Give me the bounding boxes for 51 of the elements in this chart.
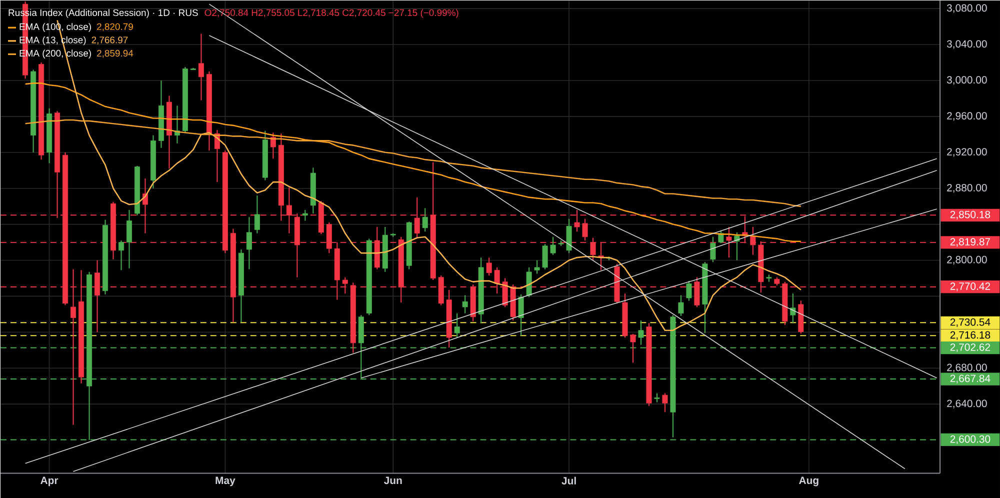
candlestick — [302, 209, 308, 222]
candlestick — [526, 266, 532, 298]
x-tick-label: Jun — [384, 476, 402, 484]
candlestick — [198, 33, 204, 101]
y-tick-label: 2,920.00 — [947, 148, 987, 157]
candlestick — [734, 232, 740, 261]
candlestick — [542, 243, 548, 270]
candlestick — [630, 333, 636, 364]
candlestick — [534, 260, 540, 274]
candlestick — [550, 236, 556, 256]
ref-line-label: 2,850.18 — [950, 210, 990, 220]
y-tick-label: 3,040.00 — [946, 40, 987, 49]
y-tick-label: 3,080.00 — [946, 4, 987, 13]
ref-line-label: 2,600.30 — [950, 435, 990, 444]
x-tick-label: Apr — [40, 476, 58, 486]
ref-line-label: 2,770.42 — [950, 282, 990, 292]
ref-line-label: 2,716.18 — [950, 331, 990, 340]
y-tick-label: 2,800.00 — [947, 256, 987, 264]
ref-line-label: 2,819.87 — [950, 238, 990, 247]
candlestick — [750, 226, 756, 256]
candlestick — [246, 216, 252, 270]
x-tick-label: Aug — [799, 476, 818, 486]
candlestick — [686, 280, 692, 302]
annotation: 2,859.94 — [97, 50, 134, 58]
candlestick — [678, 294, 684, 316]
candlestick — [518, 294, 524, 336]
x-tick-label: May — [216, 476, 236, 486]
candlestick — [790, 292, 796, 324]
ref-line-label: 2,702.62 — [950, 343, 990, 352]
candlestick — [462, 294, 468, 314]
candlestick — [638, 320, 644, 346]
candlestick — [454, 312, 460, 338]
candlestick — [486, 256, 492, 276]
y-tick-label: 2,640.00 — [947, 400, 987, 408]
y-tick-label: 2,880.00 — [947, 184, 987, 193]
x-tick-label: Jul — [562, 476, 576, 484]
annotation: 2,766.97 — [92, 36, 128, 44]
candlestick — [270, 132, 276, 160]
y-tick-label: 3,000.00 — [946, 76, 987, 85]
ref-line-label: 2,730.54 — [950, 318, 990, 327]
y-tick-label: 2,680.00 — [947, 364, 987, 372]
y-tick-label: 2,960.00 — [947, 112, 987, 121]
annotation: 2,820.79 — [97, 23, 133, 32]
candlestick — [710, 236, 716, 262]
candlestick — [422, 207, 428, 232]
candlestick — [126, 209, 132, 269]
candlestick — [254, 194, 260, 234]
candlestick — [590, 237, 596, 261]
candlestick — [118, 240, 124, 271]
candlestick — [662, 392, 668, 413]
ref-line-label: 2,667.84 — [950, 374, 990, 384]
